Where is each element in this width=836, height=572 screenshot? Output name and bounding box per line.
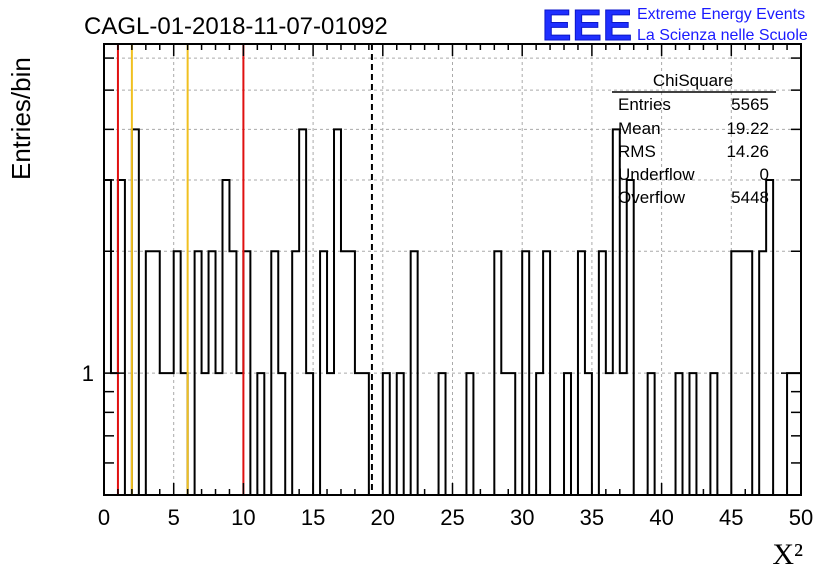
stats-label-rms: RMS bbox=[618, 142, 656, 161]
histogram-bin bbox=[466, 373, 473, 495]
x-tick-label: 25 bbox=[440, 505, 464, 530]
histogram-bin bbox=[745, 251, 752, 495]
histogram-bin bbox=[167, 373, 174, 495]
stats-label-underflow: Underflow bbox=[618, 165, 695, 184]
y-axis-label: Entries/bin bbox=[6, 57, 36, 180]
histogram-bin bbox=[334, 129, 341, 495]
stats-value-underflow: 0 bbox=[760, 165, 769, 184]
stats-label-mean: Mean bbox=[618, 119, 661, 138]
histogram-bin bbox=[689, 373, 696, 495]
eee-logo-mark: EEE bbox=[542, 1, 633, 50]
chart-title: CAGL-01-2018-11-07-01092 bbox=[84, 13, 388, 40]
stats-title: ChiSquare bbox=[653, 71, 733, 90]
histogram-bin bbox=[278, 373, 285, 495]
histogram-bin bbox=[216, 373, 223, 495]
histogram-bin bbox=[160, 373, 167, 495]
histogram-bin bbox=[341, 251, 348, 495]
x-tick-label: 15 bbox=[301, 505, 325, 530]
stats-label-entries: Entries bbox=[618, 95, 671, 114]
histogram-bin bbox=[222, 180, 229, 495]
histogram-bin bbox=[710, 373, 717, 495]
histogram-bin bbox=[397, 373, 404, 495]
histogram-bin bbox=[676, 373, 683, 495]
histogram-bin bbox=[759, 251, 766, 495]
histogram-bin bbox=[508, 373, 515, 495]
stats-label-overflow: Overflow bbox=[618, 188, 686, 207]
histogram-bin bbox=[627, 180, 634, 495]
x-tick-label: 45 bbox=[719, 505, 743, 530]
histogram-bin bbox=[536, 373, 543, 495]
eee-logo: EEE Extreme Energy Events La Scienza nel… bbox=[542, 1, 808, 51]
axes: 0 5 10 15 20 25 30 35 40 45 50 1 bbox=[82, 43, 813, 530]
stats-value-rms: 14.26 bbox=[726, 142, 769, 161]
histogram-bin bbox=[494, 251, 501, 495]
x-axis-label: X² bbox=[772, 538, 803, 571]
histogram-bin bbox=[738, 251, 745, 495]
histogram-bin bbox=[271, 251, 278, 495]
histogram-bin bbox=[306, 373, 313, 495]
stats-box: ChiSquare Entries 5565 Mean 19.22 RMS 14… bbox=[612, 71, 776, 207]
histogram-bin bbox=[501, 373, 508, 495]
histogram-bin bbox=[118, 180, 125, 495]
histogram-bin bbox=[153, 251, 160, 495]
histogram-bin bbox=[648, 373, 655, 495]
x-tick-label: 50 bbox=[789, 505, 813, 530]
x-tick-label: 30 bbox=[510, 505, 534, 530]
histogram-bin bbox=[292, 251, 299, 495]
histogram-bin bbox=[585, 373, 592, 495]
histogram-bin bbox=[257, 373, 264, 495]
histogram-bin bbox=[202, 373, 209, 495]
histogram-bin bbox=[132, 129, 139, 495]
histogram-bin bbox=[355, 373, 362, 495]
x-tick-label: 40 bbox=[649, 505, 673, 530]
histogram-bin bbox=[578, 251, 585, 495]
x-tick-label: 20 bbox=[371, 505, 395, 530]
stats-value-entries: 5565 bbox=[731, 95, 769, 114]
stats-value-overflow: 5448 bbox=[731, 188, 769, 207]
histogram-bin bbox=[543, 251, 550, 495]
histogram-bin bbox=[766, 180, 773, 495]
histogram-bin bbox=[564, 373, 571, 495]
histogram-bin bbox=[243, 251, 250, 495]
histogram-bin bbox=[229, 251, 236, 495]
histogram-bin bbox=[599, 251, 606, 495]
x-tick-label: 0 bbox=[98, 505, 110, 530]
eee-logo-line1: Extreme Energy Events bbox=[637, 6, 805, 23]
histogram-bin bbox=[411, 251, 418, 495]
histogram-bin bbox=[731, 251, 738, 495]
histogram-bin bbox=[613, 129, 620, 495]
histogram-bin bbox=[181, 373, 188, 495]
marker-lines bbox=[116, 44, 373, 495]
histogram-bin bbox=[606, 373, 613, 495]
histogram-bin bbox=[320, 251, 327, 495]
x-tick-label: 5 bbox=[168, 505, 180, 530]
histogram-bin bbox=[348, 251, 355, 495]
histogram-bin bbox=[174, 251, 181, 495]
histogram-bars bbox=[103, 128, 802, 496]
histogram-bin bbox=[195, 251, 202, 495]
y-tick-label: 1 bbox=[82, 361, 94, 386]
histogram-bin bbox=[439, 373, 446, 495]
x-tick-label: 35 bbox=[580, 505, 604, 530]
histogram-bin bbox=[522, 251, 529, 495]
histogram-bin bbox=[146, 251, 153, 495]
histogram-outline bbox=[103, 128, 802, 496]
histogram-bin bbox=[362, 373, 369, 495]
stats-value-mean: 19.22 bbox=[726, 119, 769, 138]
histogram-bin bbox=[383, 373, 390, 495]
histogram-bin bbox=[620, 373, 627, 495]
x-tick-label: 10 bbox=[231, 505, 255, 530]
histogram-bin bbox=[299, 129, 306, 495]
eee-logo-line2: La Scienza nelle Scuole bbox=[637, 27, 808, 44]
histogram-bin bbox=[209, 251, 216, 495]
grid-lines bbox=[104, 44, 801, 495]
histogram-bin bbox=[236, 373, 243, 495]
histogram-bin bbox=[104, 180, 111, 495]
histogram-bin bbox=[327, 373, 334, 495]
